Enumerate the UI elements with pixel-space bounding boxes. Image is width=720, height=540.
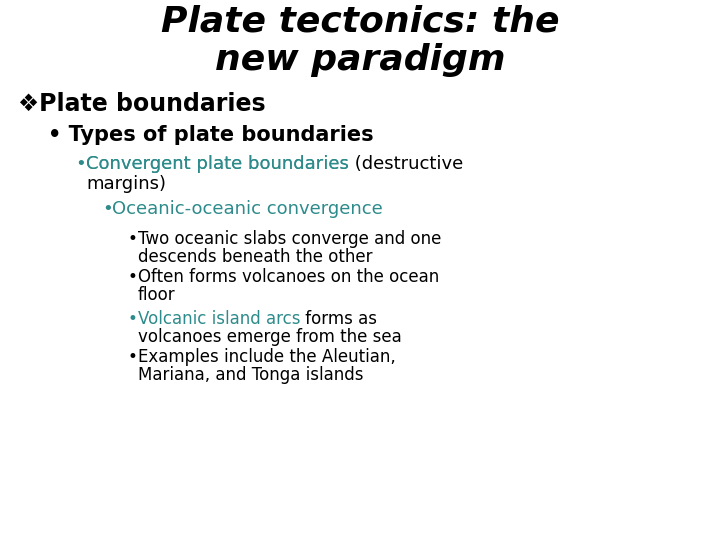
Text: Volcanic island arcs: Volcanic island arcs [138,310,300,328]
Text: Often forms volcanoes on the ocean: Often forms volcanoes on the ocean [138,268,439,286]
Text: •: • [128,268,138,286]
Text: •: • [102,200,113,218]
Text: ❖Plate boundaries: ❖Plate boundaries [18,92,266,116]
Text: Plate tectonics: the: Plate tectonics: the [161,5,559,39]
Text: Mariana, and Tonga islands: Mariana, and Tonga islands [138,366,364,384]
Text: • Types of plate boundaries: • Types of plate boundaries [48,125,374,145]
Text: •: • [128,230,138,248]
Text: Oceanic-oceanic convergence: Oceanic-oceanic convergence [112,200,383,218]
Text: descends beneath the other: descends beneath the other [138,248,372,266]
Text: volcanoes emerge from the sea: volcanoes emerge from the sea [138,328,402,346]
Text: (destructive: (destructive [349,155,463,173]
Text: Convergent plate boundaries: Convergent plate boundaries [86,155,349,173]
Text: forms as: forms as [300,310,377,328]
Text: Examples include the Aleutian,: Examples include the Aleutian, [138,348,396,366]
Text: •: • [75,155,86,173]
Text: •: • [128,310,138,328]
Text: Two oceanic slabs converge and one: Two oceanic slabs converge and one [138,230,441,248]
Text: •: • [128,348,138,366]
Text: Convergent plate boundaries: Convergent plate boundaries [86,155,349,173]
Text: floor: floor [138,286,176,304]
Text: margins): margins) [86,175,166,193]
Text: new paradigm: new paradigm [215,43,505,77]
